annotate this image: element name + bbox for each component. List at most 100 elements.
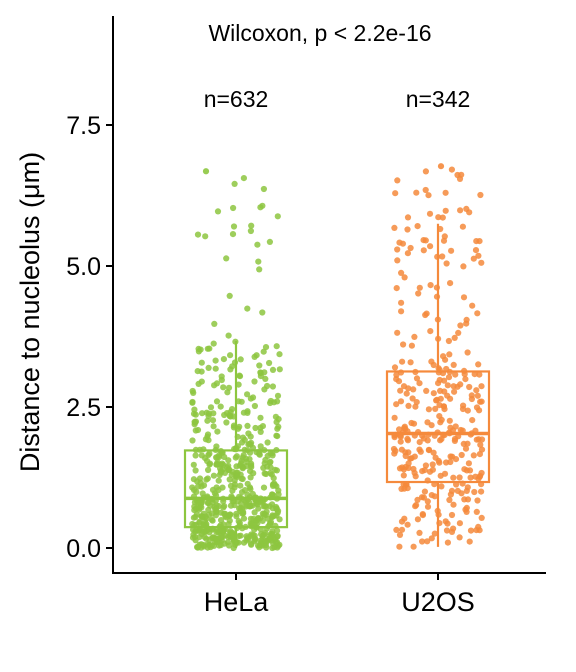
data-point <box>450 501 457 508</box>
data-point <box>396 531 404 539</box>
data-point <box>230 223 238 230</box>
data-point <box>436 402 443 409</box>
data-point <box>225 332 232 339</box>
data-point <box>416 439 423 446</box>
data-point <box>393 526 400 534</box>
data-point <box>442 518 449 525</box>
data-point <box>476 451 483 458</box>
data-point <box>217 403 224 410</box>
data-point <box>269 450 276 457</box>
data-point <box>450 383 457 390</box>
data-point <box>451 388 458 395</box>
data-point <box>250 515 257 523</box>
data-point <box>202 168 210 175</box>
data-point <box>240 175 247 182</box>
data-point <box>261 386 268 393</box>
data-point <box>436 413 443 420</box>
data-point <box>408 419 415 427</box>
data-point <box>430 361 437 369</box>
data-point <box>456 474 463 481</box>
data-point <box>246 484 253 491</box>
data-point <box>211 382 218 389</box>
data-point <box>262 344 270 351</box>
data-point <box>189 387 196 395</box>
data-point <box>189 437 196 444</box>
data-point <box>255 258 262 265</box>
data-point <box>475 523 482 531</box>
data-point <box>439 253 446 260</box>
data-point <box>391 224 398 231</box>
data-point <box>227 366 234 373</box>
data-point <box>478 383 485 390</box>
data-point <box>264 452 271 459</box>
data-point <box>235 533 242 540</box>
data-point <box>438 483 445 490</box>
data-point <box>475 361 482 368</box>
data-point <box>442 207 449 214</box>
data-point <box>459 223 466 230</box>
data-point <box>198 504 205 511</box>
data-point <box>199 410 206 417</box>
data-point <box>448 166 455 173</box>
data-point <box>242 503 249 510</box>
data-point <box>476 238 483 245</box>
data-point <box>269 366 277 373</box>
data-point <box>244 422 251 429</box>
data-point <box>428 535 435 542</box>
data-point <box>270 399 278 406</box>
data-point <box>272 539 279 546</box>
data-point <box>244 391 251 398</box>
data-point <box>413 375 421 382</box>
data-point <box>419 510 426 518</box>
data-point <box>478 398 485 405</box>
data-point <box>422 462 429 469</box>
data-point <box>213 398 221 405</box>
data-point <box>244 534 251 542</box>
data-point <box>416 529 423 537</box>
data-point <box>462 445 470 452</box>
data-point <box>244 305 251 312</box>
y-axis-title: Distance to nucleolus (μm) <box>15 152 45 472</box>
data-point <box>262 470 270 478</box>
data-point <box>473 387 480 394</box>
data-point <box>190 486 198 494</box>
data-point <box>191 406 198 413</box>
data-point <box>261 510 268 517</box>
data-point <box>444 392 451 399</box>
data-point <box>275 423 282 430</box>
data-point <box>464 407 471 414</box>
data-point <box>256 266 263 273</box>
data-point <box>276 366 283 373</box>
y-tick-label: 7.5 <box>66 112 101 140</box>
data-point <box>231 484 238 491</box>
data-point <box>473 508 480 515</box>
data-point <box>403 390 410 397</box>
data-point <box>439 214 446 221</box>
data-point <box>259 423 266 430</box>
data-point <box>221 469 229 476</box>
data-point <box>204 417 211 424</box>
data-point <box>422 186 429 194</box>
count-labels: n=632 n=342 <box>204 86 471 112</box>
data-point <box>192 452 199 459</box>
data-point <box>261 531 268 538</box>
data-point <box>215 477 222 484</box>
jitter-points <box>189 163 486 552</box>
data-point <box>203 409 210 416</box>
data-point <box>212 365 219 372</box>
data-point <box>208 516 215 523</box>
data-point <box>448 528 456 536</box>
data-point <box>437 395 444 402</box>
data-point <box>218 376 225 384</box>
data-point <box>217 527 224 535</box>
data-point <box>393 401 400 408</box>
data-point <box>460 294 468 301</box>
data-point <box>236 372 243 379</box>
data-point <box>247 395 254 402</box>
data-point <box>407 244 414 252</box>
data-point <box>445 374 453 381</box>
data-point <box>240 508 247 516</box>
data-point <box>250 532 257 539</box>
data-point <box>256 515 264 522</box>
data-point <box>233 463 240 470</box>
